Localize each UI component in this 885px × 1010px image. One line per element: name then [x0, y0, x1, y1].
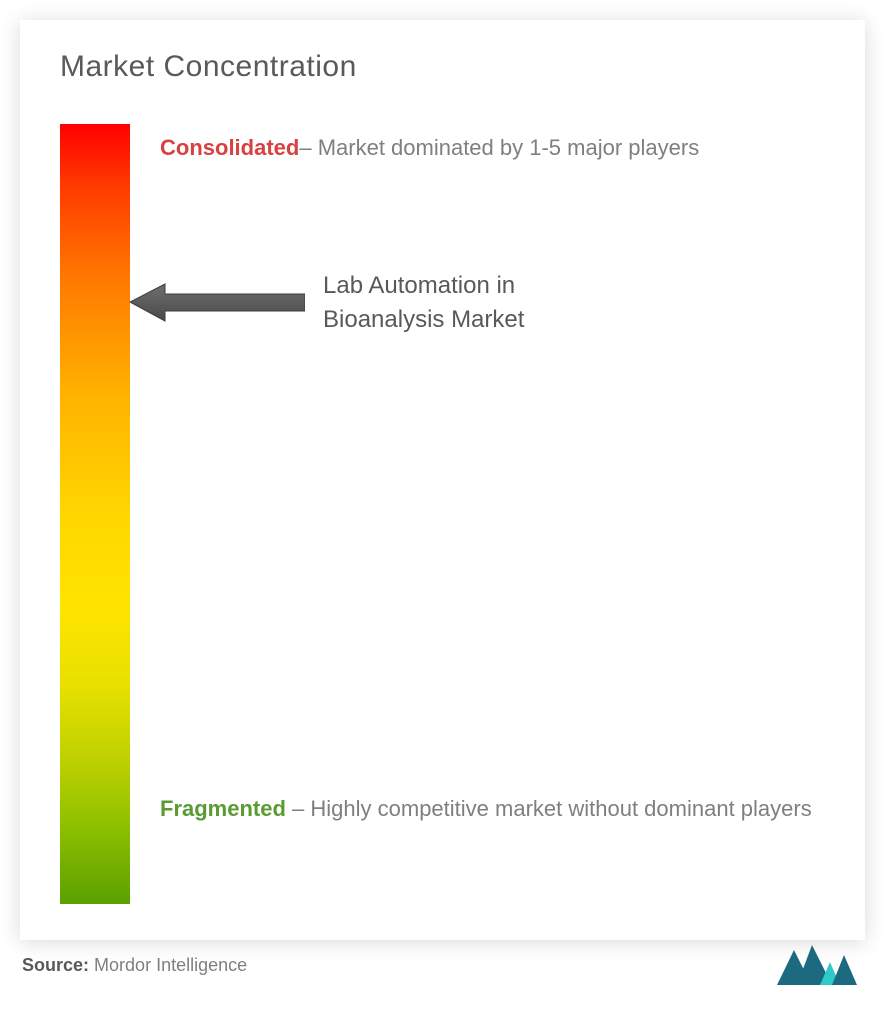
page-title: Market Concentration: [60, 50, 825, 84]
footer: Source: Mordor Intelligence: [22, 940, 862, 990]
consolidated-label: Consolidated: [160, 135, 299, 160]
content-row: Consolidated– Market dominated by 1-5 ma…: [60, 124, 825, 914]
labels-column: Consolidated– Market dominated by 1-5 ma…: [130, 124, 825, 914]
mordor-intelligence-logo-icon: [772, 940, 862, 990]
marker-label-line2: Bioanalysis Market: [323, 306, 524, 333]
fragmented-label: Fragmented: [160, 796, 286, 821]
source-attribution: Source: Mordor Intelligence: [22, 955, 247, 976]
infographic-card: Market Concentration Consolidated– Marke…: [20, 20, 865, 940]
source-prefix: Source:: [22, 955, 89, 975]
consolidated-text: – Market dominated by 1-5 major players: [299, 135, 699, 160]
market-position-marker: Lab Automation in Bioanalysis Market: [130, 269, 524, 336]
left-arrow-icon: [130, 280, 305, 325]
fragmented-text: – Highly competitive market without domi…: [286, 796, 812, 821]
marker-label-line1: Lab Automation in: [323, 272, 515, 299]
fragmented-description: Fragmented – Highly competitive market w…: [160, 784, 815, 835]
consolidated-description: Consolidated– Market dominated by 1-5 ma…: [160, 124, 815, 172]
marker-label: Lab Automation in Bioanalysis Market: [323, 269, 524, 336]
concentration-gradient-bar: [60, 124, 130, 904]
source-name: Mordor Intelligence: [94, 955, 247, 975]
